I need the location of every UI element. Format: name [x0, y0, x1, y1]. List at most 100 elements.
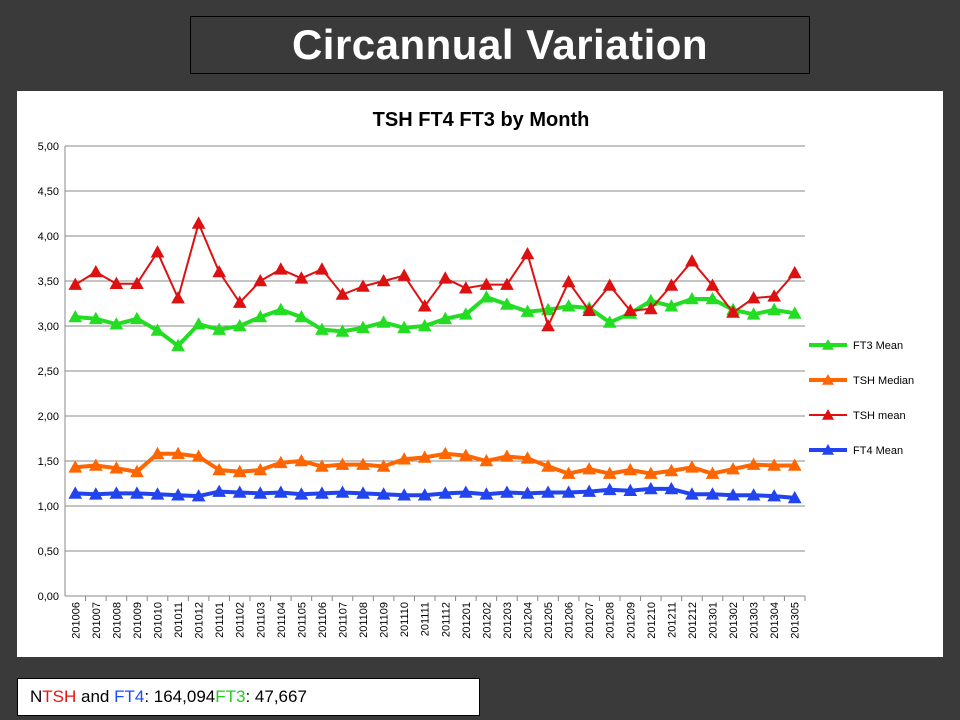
data-point: [212, 264, 227, 278]
data-point: [191, 449, 206, 462]
data-point: [335, 324, 350, 337]
x-tick-label: 201211: [666, 602, 678, 638]
data-point: [376, 459, 391, 472]
data-point: [500, 277, 514, 290]
legend-item: FT4 Mean: [809, 444, 903, 457]
ft3-label: FT3: [215, 687, 246, 706]
data-point: [500, 297, 514, 310]
y-tick-label: 1,50: [38, 456, 59, 468]
count-tsh-ft4: : 164,094: [144, 687, 216, 706]
data-point: [376, 273, 391, 287]
data-point: [541, 459, 555, 472]
data-point: [541, 485, 555, 498]
data-point: [664, 278, 679, 291]
data-point: [191, 317, 206, 330]
data-point: [685, 460, 699, 473]
data-point: [582, 303, 597, 316]
sample-size-note: N TSH and FT4: 164,094 FT3: 47,667: [17, 678, 480, 716]
data-point: [787, 490, 802, 504]
y-tick-label: 2,50: [38, 366, 59, 378]
data-point: [561, 274, 576, 288]
data-point: [232, 485, 247, 498]
data-point: [191, 216, 206, 229]
data-point: [356, 279, 370, 292]
series-tsh-median: [68, 446, 802, 479]
data-point: [109, 461, 124, 474]
x-tick-label: 201102: [235, 602, 247, 638]
y-axis: 0,00 0,50 1,00 1,50 2,00 2,50 3,00 3,50 4,00 4,50…: [38, 141, 805, 603]
data-point: [438, 486, 453, 499]
legend-swatch-marker: [822, 339, 834, 350]
data-point: [623, 462, 638, 476]
series-line: [74, 222, 796, 327]
y-tick-label: 1,00: [38, 501, 59, 513]
data-point: [726, 305, 740, 318]
legend-item: TSH Median: [809, 374, 914, 387]
data-point: [705, 278, 720, 291]
data-point: [356, 457, 370, 470]
data-point: [335, 485, 350, 498]
data-point: [171, 446, 185, 460]
x-tick-label: 201011: [173, 602, 185, 638]
x-tick-label: 201008: [111, 602, 123, 639]
data-point: [68, 277, 83, 290]
x-tick-label: 201204: [523, 602, 535, 639]
data-point: [150, 487, 165, 500]
x-tick-label: 201201: [461, 602, 473, 639]
data-point: [253, 273, 268, 287]
data-point: [356, 320, 370, 334]
data-point: [705, 291, 720, 305]
data-point: [602, 315, 617, 328]
x-tick-label: 201012: [194, 602, 206, 639]
data-point: [335, 457, 350, 470]
data-point: [458, 485, 473, 498]
x-tick-label: 201109: [379, 602, 391, 638]
data-point: [787, 306, 802, 319]
ft4-label: FT4: [114, 687, 145, 706]
data-point: [294, 453, 309, 467]
legend-label: FT3 Mean: [853, 340, 903, 352]
data-point: [705, 466, 720, 479]
data-point: [417, 299, 432, 312]
data-point: [561, 466, 576, 479]
y-tick-label: 2,00: [38, 411, 59, 423]
data-point: [294, 309, 309, 323]
data-point: [171, 488, 185, 501]
data-point: [397, 452, 412, 465]
data-point: [623, 303, 638, 316]
data-point: [315, 262, 329, 275]
data-point: [232, 295, 247, 308]
x-tick-label: 201104: [276, 602, 288, 638]
data-point: [130, 486, 144, 499]
data-point: [582, 484, 597, 497]
x-tick-label: 201006: [70, 602, 82, 639]
data-point: [191, 489, 206, 502]
data-point: [273, 302, 288, 316]
chart-panel: TSH FT4 FT3 by Month 0,00 0,50 1,00 1,50 2,0…: [17, 91, 943, 657]
data-point: [68, 309, 83, 323]
data-point: [479, 453, 494, 467]
data-point: [335, 287, 350, 300]
x-tick-label: 201209: [625, 602, 637, 639]
data-point: [438, 446, 453, 460]
data-point: [88, 264, 103, 278]
x-tick-label: 201208: [605, 602, 617, 639]
data-point: [643, 466, 658, 479]
data-point: [109, 486, 124, 499]
series-group: [68, 216, 802, 504]
legend-swatch-marker: [822, 409, 834, 420]
data-point: [68, 460, 83, 473]
data-point: [520, 451, 535, 464]
x-tick-label: 201106: [317, 602, 329, 638]
series-line: [75, 295, 796, 348]
data-point: [602, 466, 617, 479]
data-point: [397, 320, 412, 334]
legend: FT3 Mean TSH Median TSH mean FT4 Mean: [809, 339, 914, 457]
data-point: [417, 318, 432, 332]
y-tick-label: 0,50: [38, 546, 59, 558]
data-point: [273, 262, 288, 275]
series-ft3-mean: [68, 290, 802, 352]
data-point: [397, 488, 412, 501]
data-point: [88, 458, 103, 471]
data-point: [500, 485, 514, 498]
